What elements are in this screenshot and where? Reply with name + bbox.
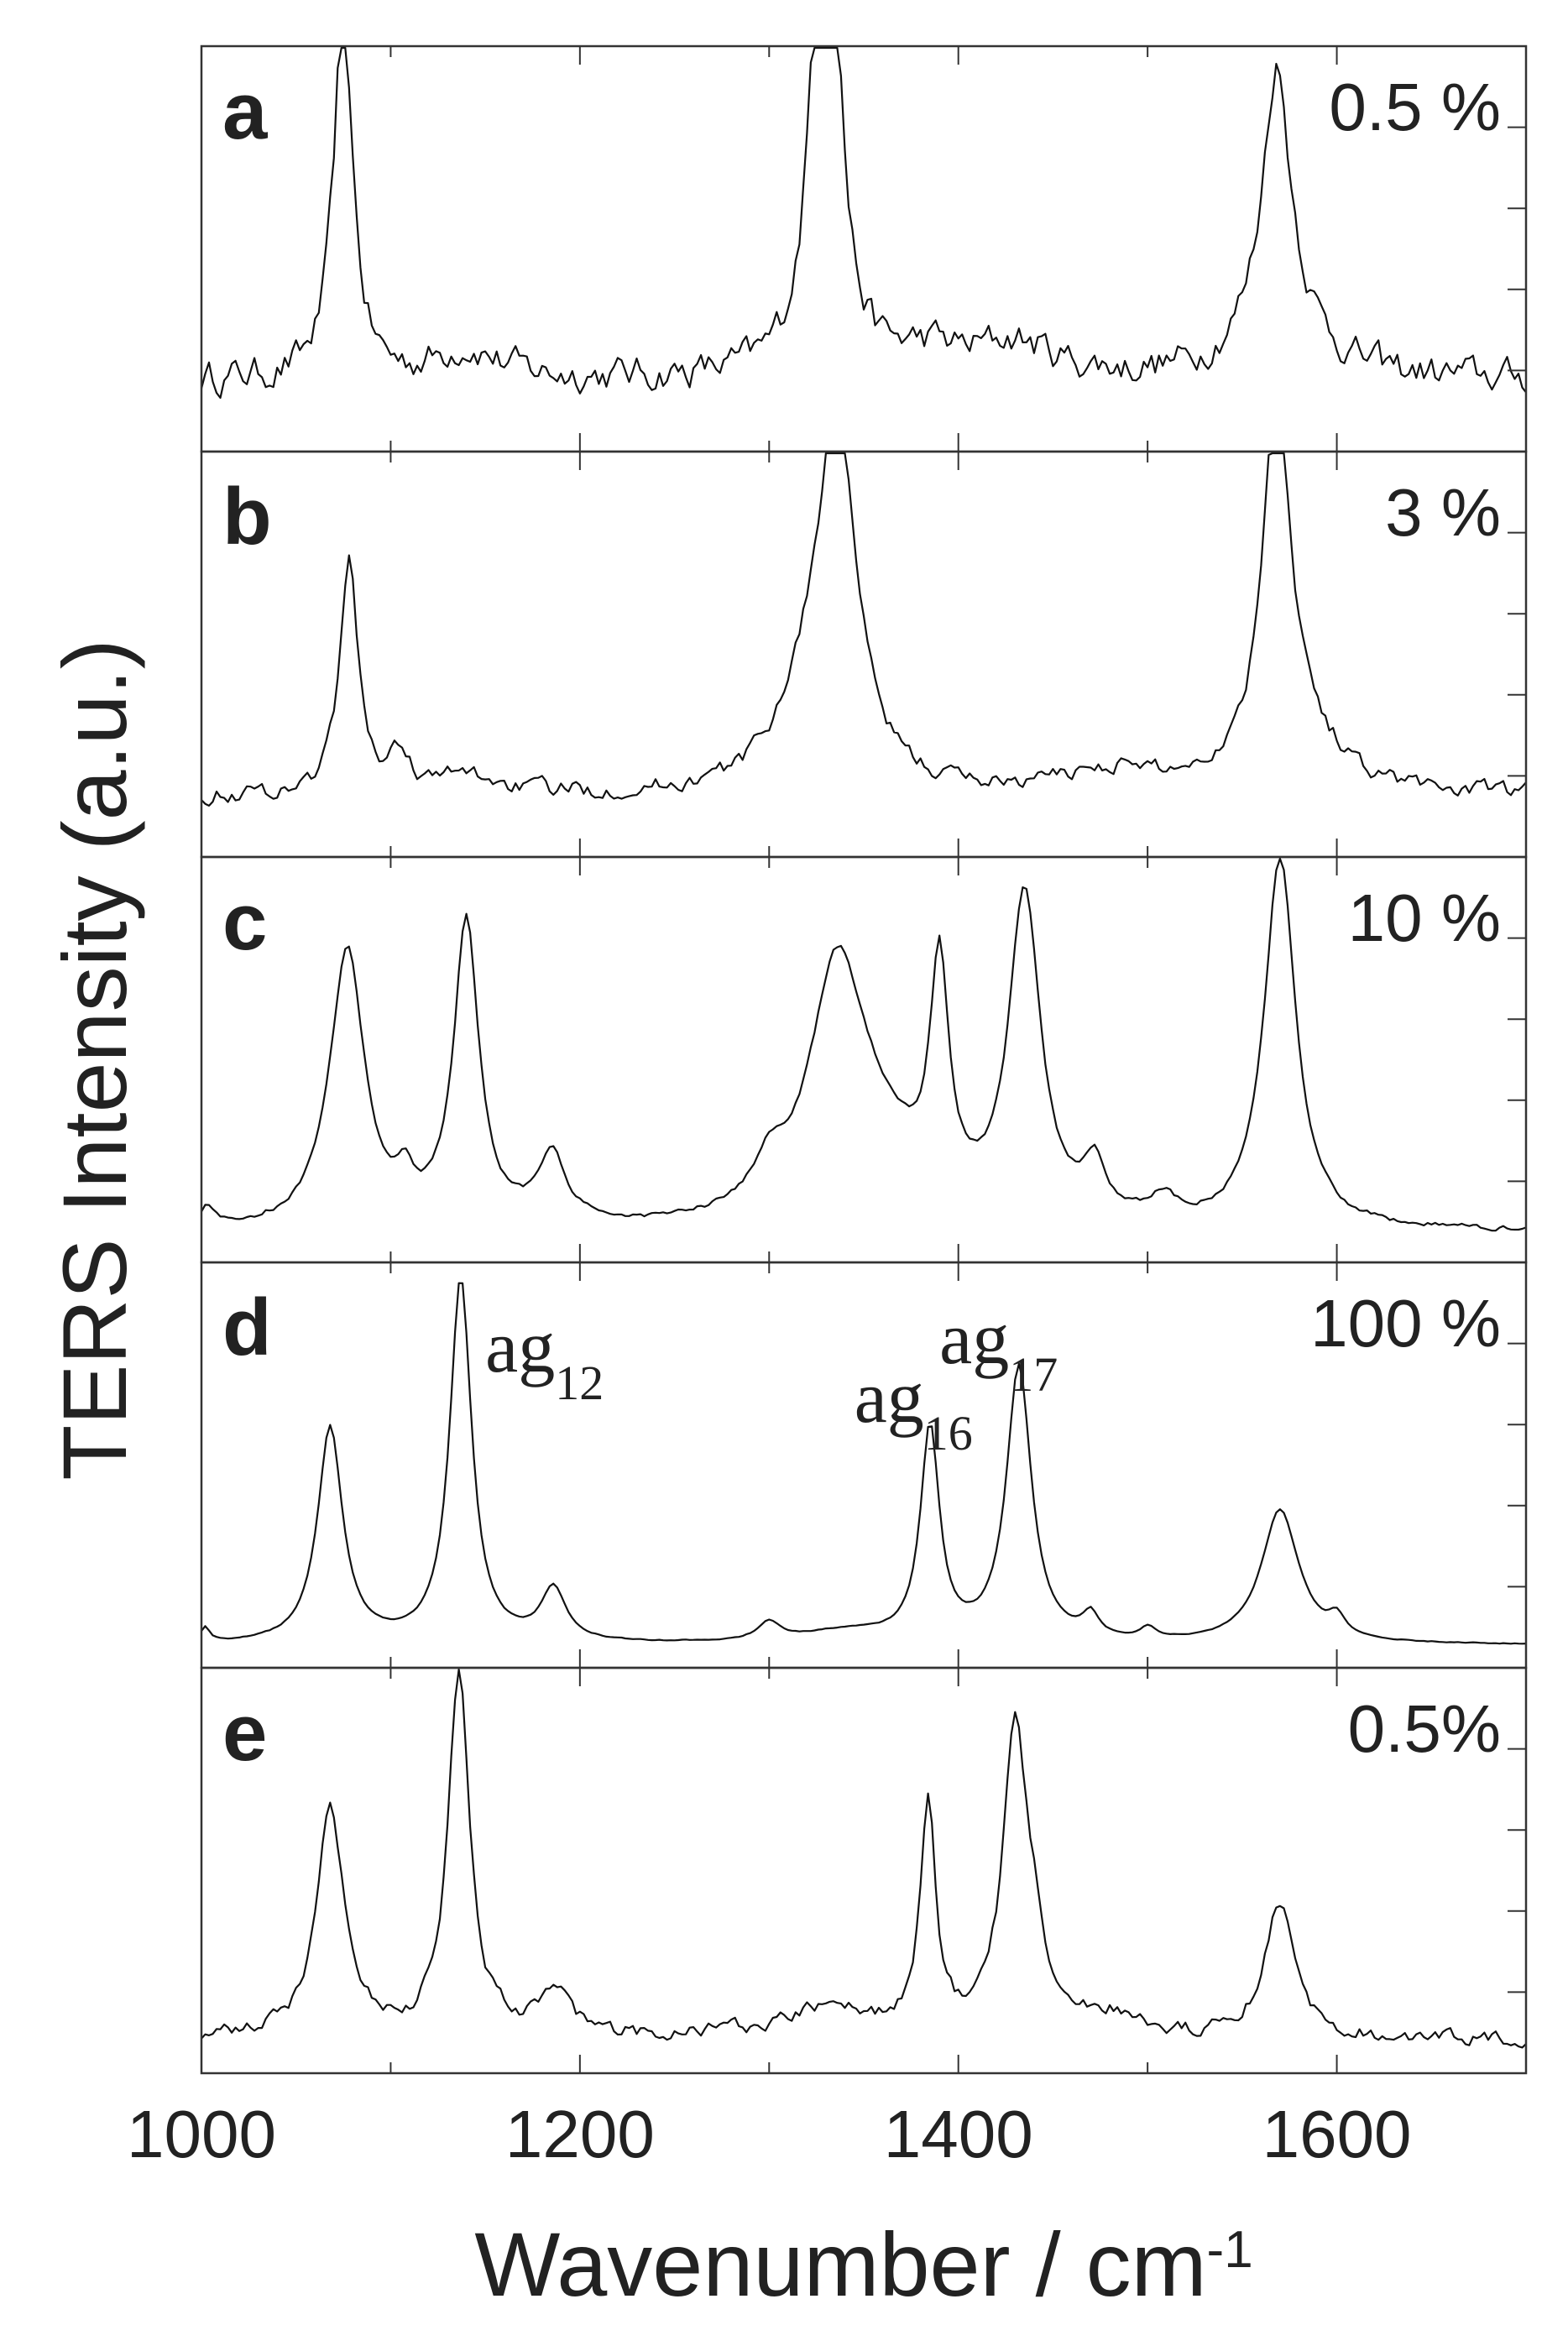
concentration-label-d: 100 % — [1310, 1286, 1501, 1361]
x-tick-label: 1200 — [505, 2097, 655, 2171]
x-tick-label: 1400 — [884, 2097, 1033, 2171]
spectrum-line-d — [201, 1282, 1527, 1645]
panel-label-c: c — [222, 877, 267, 967]
peak-annotation-17: ag17 — [939, 1298, 1058, 1402]
y-axis-title: TERS Intensity (a.u.) — [44, 639, 145, 1480]
x-axis-title: Wavenumber / cm-1 — [474, 2213, 1252, 2315]
spectrum-line-c — [201, 857, 1527, 1232]
peak-annotation-subscript: 16 — [924, 1406, 973, 1460]
peak-annotation-subscript: 12 — [555, 1356, 604, 1410]
x-tick-label: 1000 — [127, 2097, 276, 2171]
concentration-label-c: 10 % — [1348, 880, 1501, 955]
panel-label-e: e — [222, 1688, 267, 1778]
x-tick-label: 1600 — [1262, 2097, 1412, 2171]
panel-label-a: a — [222, 66, 268, 156]
panel-label-d: d — [222, 1283, 272, 1372]
concentration-label-a: 0.5 % — [1329, 70, 1501, 144]
peak-annotation-12: ag12 — [485, 1307, 604, 1410]
panel-frame-e — [200, 1666, 1528, 2075]
concentration-label-e: 0.5% — [1348, 1691, 1501, 1766]
panel-frame-c — [200, 855, 1528, 1264]
spectrum-line-b — [201, 452, 1527, 807]
spectrum-line-e — [201, 1668, 1527, 2049]
x-axis-title-superscript: -1 — [1207, 2221, 1253, 2279]
panel-frame-b — [200, 450, 1528, 859]
panel-label-b: b — [222, 472, 272, 562]
panel-frame-a — [200, 44, 1528, 453]
peak-annotation-subscript: 17 — [1009, 1347, 1058, 1402]
spectrum-line-a — [200, 46, 1527, 400]
concentration-label-b: 3 % — [1385, 475, 1501, 550]
